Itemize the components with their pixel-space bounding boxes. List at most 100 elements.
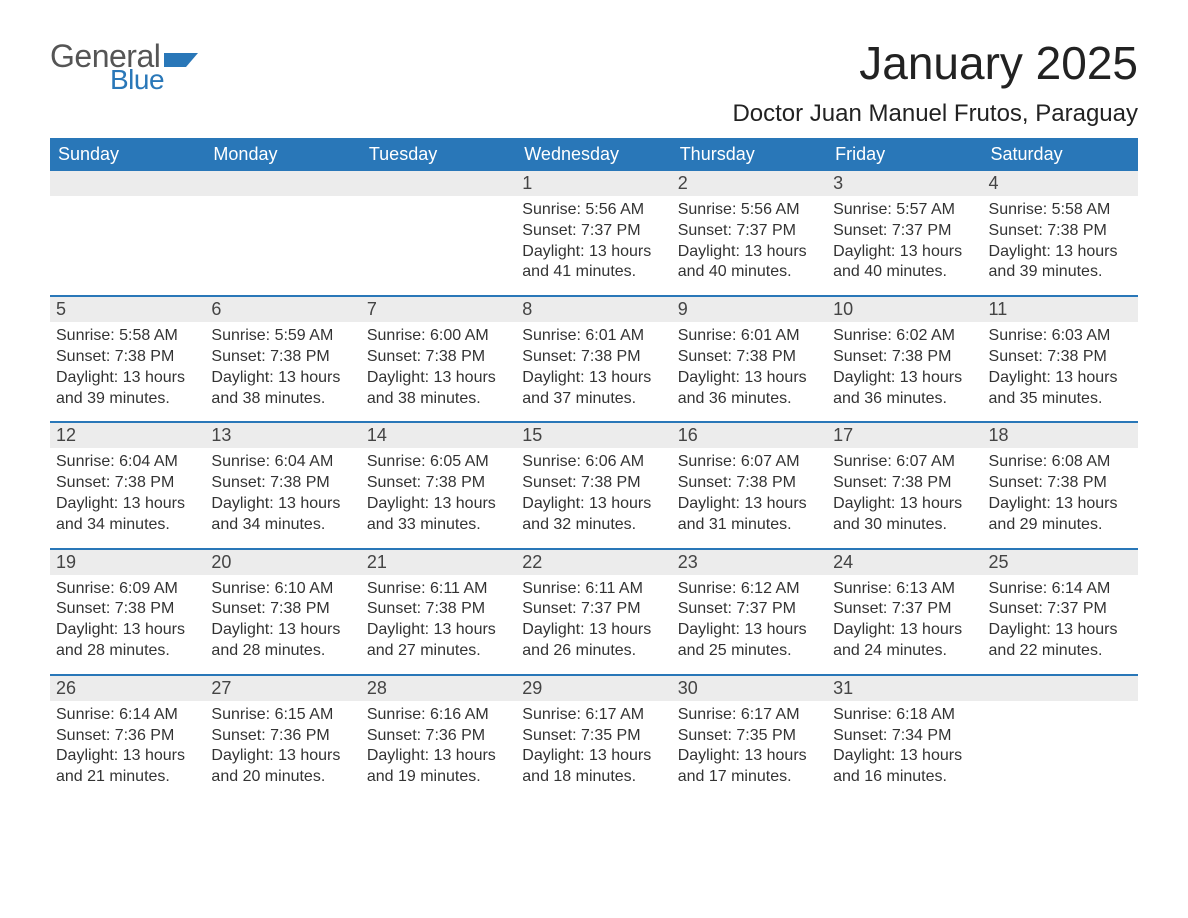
- sunset-text: Sunset: 7:38 PM: [989, 473, 1132, 494]
- day-content-cell: Sunrise: 6:15 AMSunset: 7:36 PMDaylight:…: [205, 701, 360, 801]
- day-number-cell: 5: [50, 296, 205, 322]
- daylight-text: Daylight: 13 hours and 26 minutes.: [522, 620, 665, 662]
- daylight-text: Daylight: 13 hours and 18 minutes.: [522, 746, 665, 788]
- day-number-cell: 26: [50, 675, 205, 701]
- day-content-cell: Sunrise: 6:06 AMSunset: 7:38 PMDaylight:…: [516, 448, 671, 548]
- day-content-cell: Sunrise: 6:14 AMSunset: 7:36 PMDaylight:…: [50, 701, 205, 801]
- daylight-text: Daylight: 13 hours and 33 minutes.: [367, 494, 510, 536]
- daylight-text: Daylight: 13 hours and 30 minutes.: [833, 494, 976, 536]
- day-content-cell: Sunrise: 6:07 AMSunset: 7:38 PMDaylight:…: [827, 448, 982, 548]
- sunset-text: Sunset: 7:38 PM: [56, 473, 199, 494]
- week-content-row: Sunrise: 6:14 AMSunset: 7:36 PMDaylight:…: [50, 701, 1138, 801]
- sunrise-text: Sunrise: 5:56 AM: [522, 200, 665, 221]
- week-content-row: Sunrise: 6:04 AMSunset: 7:38 PMDaylight:…: [50, 448, 1138, 548]
- sunset-text: Sunset: 7:37 PM: [833, 599, 976, 620]
- sunrise-text: Sunrise: 6:08 AM: [989, 452, 1132, 473]
- daylight-text: Daylight: 13 hours and 39 minutes.: [56, 368, 199, 410]
- sunrise-text: Sunrise: 6:16 AM: [367, 705, 510, 726]
- sunrise-text: Sunrise: 6:11 AM: [522, 579, 665, 600]
- week-daynum-row: 1234: [50, 171, 1138, 196]
- day-number-cell: 4: [983, 171, 1138, 196]
- sunrise-text: Sunrise: 6:15 AM: [211, 705, 354, 726]
- day-number-cell: 23: [672, 549, 827, 575]
- sunrise-text: Sunrise: 6:00 AM: [367, 326, 510, 347]
- day-number-cell: [983, 675, 1138, 701]
- day-number-cell: 12: [50, 422, 205, 448]
- day-header-row: Sunday Monday Tuesday Wednesday Thursday…: [50, 138, 1138, 171]
- day-number-cell: 20: [205, 549, 360, 575]
- sunset-text: Sunset: 7:38 PM: [56, 347, 199, 368]
- daylight-text: Daylight: 13 hours and 40 minutes.: [678, 242, 821, 284]
- location-name: Doctor Juan Manuel Frutos, Paraguay: [732, 100, 1138, 128]
- day-number-cell: [361, 171, 516, 196]
- day-number-cell: 3: [827, 171, 982, 196]
- sunset-text: Sunset: 7:38 PM: [833, 347, 976, 368]
- sunset-text: Sunset: 7:38 PM: [367, 599, 510, 620]
- day-number-cell: 31: [827, 675, 982, 701]
- day-number-cell: 17: [827, 422, 982, 448]
- week-daynum-row: 567891011: [50, 296, 1138, 322]
- day-number-cell: 7: [361, 296, 516, 322]
- day-content-cell: Sunrise: 5:58 AMSunset: 7:38 PMDaylight:…: [50, 322, 205, 422]
- sunrise-text: Sunrise: 6:11 AM: [367, 579, 510, 600]
- week-content-row: Sunrise: 5:58 AMSunset: 7:38 PMDaylight:…: [50, 322, 1138, 422]
- daylight-text: Daylight: 13 hours and 27 minutes.: [367, 620, 510, 662]
- day-header: Saturday: [983, 138, 1138, 171]
- day-content-cell: Sunrise: 6:16 AMSunset: 7:36 PMDaylight:…: [361, 701, 516, 801]
- day-content-cell: Sunrise: 6:04 AMSunset: 7:38 PMDaylight:…: [50, 448, 205, 548]
- sunset-text: Sunset: 7:36 PM: [211, 726, 354, 747]
- day-number-cell: 15: [516, 422, 671, 448]
- daylight-text: Daylight: 13 hours and 35 minutes.: [989, 368, 1132, 410]
- day-number-cell: 28: [361, 675, 516, 701]
- sunset-text: Sunset: 7:37 PM: [833, 221, 976, 242]
- day-number-cell: 30: [672, 675, 827, 701]
- sunrise-text: Sunrise: 6:01 AM: [522, 326, 665, 347]
- day-content-cell: Sunrise: 5:58 AMSunset: 7:38 PMDaylight:…: [983, 196, 1138, 296]
- day-content-cell: Sunrise: 5:59 AMSunset: 7:38 PMDaylight:…: [205, 322, 360, 422]
- day-number-cell: [50, 171, 205, 196]
- day-header: Friday: [827, 138, 982, 171]
- daylight-text: Daylight: 13 hours and 36 minutes.: [678, 368, 821, 410]
- day-number-cell: 29: [516, 675, 671, 701]
- sunset-text: Sunset: 7:37 PM: [522, 221, 665, 242]
- daylight-text: Daylight: 13 hours and 17 minutes.: [678, 746, 821, 788]
- week-daynum-row: 19202122232425: [50, 549, 1138, 575]
- sunrise-text: Sunrise: 6:02 AM: [833, 326, 976, 347]
- sunrise-text: Sunrise: 6:05 AM: [367, 452, 510, 473]
- sunset-text: Sunset: 7:38 PM: [522, 473, 665, 494]
- sunset-text: Sunset: 7:35 PM: [522, 726, 665, 747]
- sunset-text: Sunset: 7:38 PM: [522, 347, 665, 368]
- day-content-cell: Sunrise: 6:17 AMSunset: 7:35 PMDaylight:…: [516, 701, 671, 801]
- sunrise-text: Sunrise: 6:10 AM: [211, 579, 354, 600]
- sunrise-text: Sunrise: 6:09 AM: [56, 579, 199, 600]
- day-number-cell: 10: [827, 296, 982, 322]
- day-content-cell: Sunrise: 6:11 AMSunset: 7:37 PMDaylight:…: [516, 575, 671, 675]
- day-content-cell: Sunrise: 6:12 AMSunset: 7:37 PMDaylight:…: [672, 575, 827, 675]
- day-number-cell: 13: [205, 422, 360, 448]
- day-content-cell: Sunrise: 6:00 AMSunset: 7:38 PMDaylight:…: [361, 322, 516, 422]
- sunset-text: Sunset: 7:35 PM: [678, 726, 821, 747]
- day-content-cell: Sunrise: 5:56 AMSunset: 7:37 PMDaylight:…: [672, 196, 827, 296]
- day-content-cell: Sunrise: 6:13 AMSunset: 7:37 PMDaylight:…: [827, 575, 982, 675]
- sunset-text: Sunset: 7:36 PM: [56, 726, 199, 747]
- sunset-text: Sunset: 7:38 PM: [678, 347, 821, 368]
- sunrise-text: Sunrise: 5:56 AM: [678, 200, 821, 221]
- week-content-row: Sunrise: 5:56 AMSunset: 7:37 PMDaylight:…: [50, 196, 1138, 296]
- day-number-cell: 8: [516, 296, 671, 322]
- sunrise-text: Sunrise: 5:57 AM: [833, 200, 976, 221]
- sunrise-text: Sunrise: 6:14 AM: [56, 705, 199, 726]
- daylight-text: Daylight: 13 hours and 38 minutes.: [211, 368, 354, 410]
- day-number-cell: 16: [672, 422, 827, 448]
- daylight-text: Daylight: 13 hours and 19 minutes.: [367, 746, 510, 788]
- day-content-cell: Sunrise: 6:05 AMSunset: 7:38 PMDaylight:…: [361, 448, 516, 548]
- day-number-cell: 18: [983, 422, 1138, 448]
- sunrise-text: Sunrise: 6:17 AM: [522, 705, 665, 726]
- logo-flag-icon: [164, 45, 198, 71]
- daylight-text: Daylight: 13 hours and 41 minutes.: [522, 242, 665, 284]
- daylight-text: Daylight: 13 hours and 28 minutes.: [56, 620, 199, 662]
- day-content-cell: Sunrise: 6:01 AMSunset: 7:38 PMDaylight:…: [672, 322, 827, 422]
- day-number-cell: 25: [983, 549, 1138, 575]
- daylight-text: Daylight: 13 hours and 40 minutes.: [833, 242, 976, 284]
- sunset-text: Sunset: 7:34 PM: [833, 726, 976, 747]
- calendar-page: General Blue January 2025 Doctor Juan Ma…: [0, 0, 1188, 831]
